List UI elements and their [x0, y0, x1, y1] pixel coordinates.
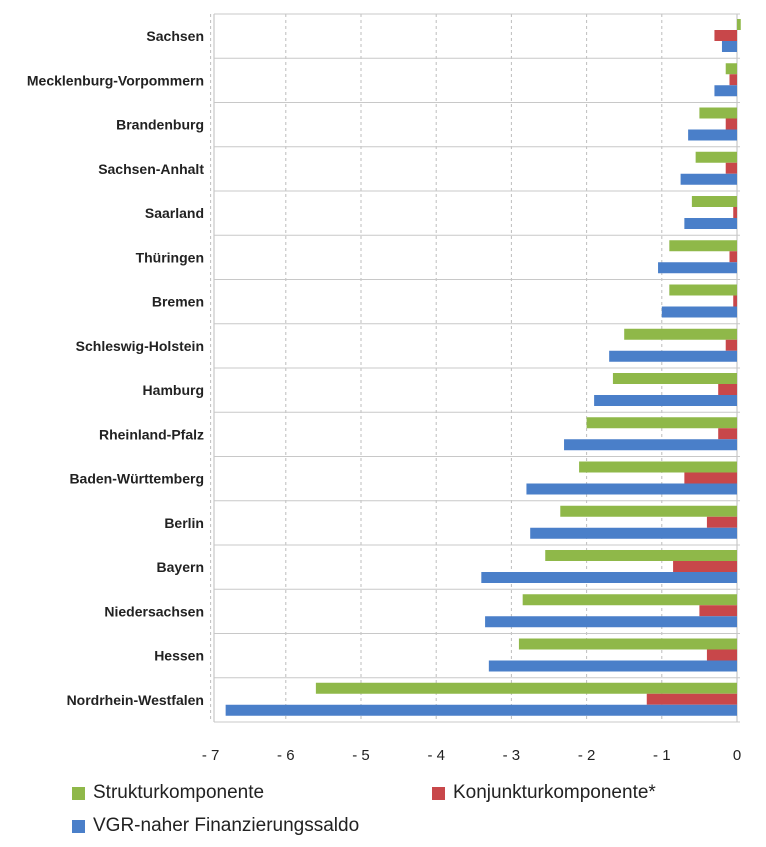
legend-swatch-blue	[72, 819, 85, 833]
category-label: Baden-Württemberg	[69, 471, 204, 487]
x-tick-label: - 6	[277, 747, 295, 764]
bar-saldo	[684, 218, 737, 229]
legend-item-konjunkturkomponente: Konjunkturkomponente*	[432, 782, 656, 804]
bar-konjunktur	[706, 649, 737, 661]
bar-struktur	[737, 19, 741, 30]
x-tick-label: 0	[733, 747, 741, 764]
x-axis-ticks: - 7 - 6 - 5 - 4 - 3 - 2 - 1 0	[202, 747, 741, 764]
bar-saldo	[721, 41, 737, 52]
category-label: Hamburg	[143, 382, 204, 398]
bar-konjunktur	[718, 428, 737, 440]
bar-struktur	[691, 196, 737, 207]
category-labels: Sachsen Mecklenburg-Vorpommern Brandenburg…	[27, 28, 204, 708]
bar-saldo	[609, 350, 737, 362]
x-tick-label: - 2	[578, 747, 596, 764]
bar-saldo	[594, 395, 737, 406]
category-label: Brandenburg	[116, 117, 204, 133]
bar-konjunktur	[729, 74, 737, 86]
bar-struktur	[725, 63, 737, 75]
bar-struktur	[545, 550, 737, 561]
category-label: Hessen	[154, 648, 204, 664]
legend-swatch-green	[72, 786, 85, 800]
bar-struktur	[518, 638, 737, 650]
bar-struktur	[612, 373, 737, 384]
legend-label: VGR-naher Finanzierungssaldo	[93, 815, 360, 836]
bar-struktur	[315, 682, 737, 694]
bar-konjunktur	[725, 118, 737, 130]
bar-saldo	[530, 527, 737, 539]
category-label: Berlin	[164, 515, 204, 531]
bar-saldo	[714, 85, 737, 97]
bar-struktur	[695, 151, 737, 163]
x-tick-label: - 7	[202, 747, 220, 764]
bar-konjunktur	[714, 30, 737, 41]
category-label: Sachsen	[146, 28, 204, 44]
bar-struktur	[560, 505, 737, 517]
legend-item-strukturkomponente: Strukturkomponente	[72, 782, 264, 804]
bar-saldo	[661, 306, 737, 318]
bar-saldo	[658, 262, 737, 274]
bar-konjunktur	[733, 207, 737, 218]
bar-saldo	[488, 660, 737, 672]
bar-struktur	[669, 284, 737, 296]
bar-struktur	[522, 594, 737, 606]
legend-swatch-red	[432, 786, 445, 800]
bar-chart: Sachsen Mecklenburg-Vorpommern Brandenburg…	[27, 13, 741, 764]
bar-konjunktur	[706, 516, 737, 528]
bar-struktur	[699, 107, 737, 119]
bar-konjunktur	[725, 339, 737, 351]
category-separators	[214, 13, 740, 723]
category-label: Bayern	[157, 559, 204, 575]
bar-saldo	[225, 704, 737, 716]
legend-item-vgr-saldo: VGR-naher Finanzierungssaldo	[72, 815, 359, 837]
bar-saldo	[481, 572, 737, 583]
bar-saldo	[688, 129, 737, 141]
legend: Strukturkomponente Konjunkturkomponente*…	[72, 782, 762, 842]
category-label: Saarland	[145, 205, 204, 221]
category-label: Rheinland-Pfalz	[99, 426, 204, 442]
bar-struktur	[586, 417, 737, 429]
bar-konjunktur	[725, 162, 737, 174]
bar-saldo	[680, 173, 737, 185]
legend-label: Konjunkturkomponente*	[453, 782, 656, 803]
bar-konjunktur	[684, 472, 737, 484]
category-label: Schleswig-Holstein	[76, 338, 204, 354]
bar-konjunktur	[673, 561, 737, 572]
x-tick-label: - 4	[427, 747, 445, 764]
bar-saldo	[526, 483, 737, 495]
bar-konjunktur	[646, 693, 737, 705]
bars	[225, 19, 741, 716]
bar-saldo	[564, 439, 737, 451]
x-tick-label: - 5	[352, 747, 370, 764]
bar-konjunktur	[729, 251, 737, 263]
bar-konjunktur	[718, 384, 737, 395]
category-label: Nordrhein-Westfalen	[67, 692, 204, 708]
category-label: Thüringen	[136, 249, 204, 265]
bar-saldo	[485, 616, 737, 628]
category-label: Sachsen-Anhalt	[98, 161, 204, 177]
bar-konjunktur	[699, 605, 737, 617]
category-label: Bremen	[152, 294, 204, 310]
bar-struktur	[579, 461, 737, 473]
bar-struktur	[624, 328, 737, 340]
x-tick-label: - 3	[503, 747, 521, 764]
category-label: Niedersachsen	[104, 603, 204, 619]
category-label: Mecklenburg-Vorpommern	[27, 72, 204, 88]
x-tick-label: - 1	[653, 747, 671, 764]
legend-label: Strukturkomponente	[93, 782, 265, 803]
bar-struktur	[669, 240, 737, 252]
bar-konjunktur	[733, 295, 737, 307]
